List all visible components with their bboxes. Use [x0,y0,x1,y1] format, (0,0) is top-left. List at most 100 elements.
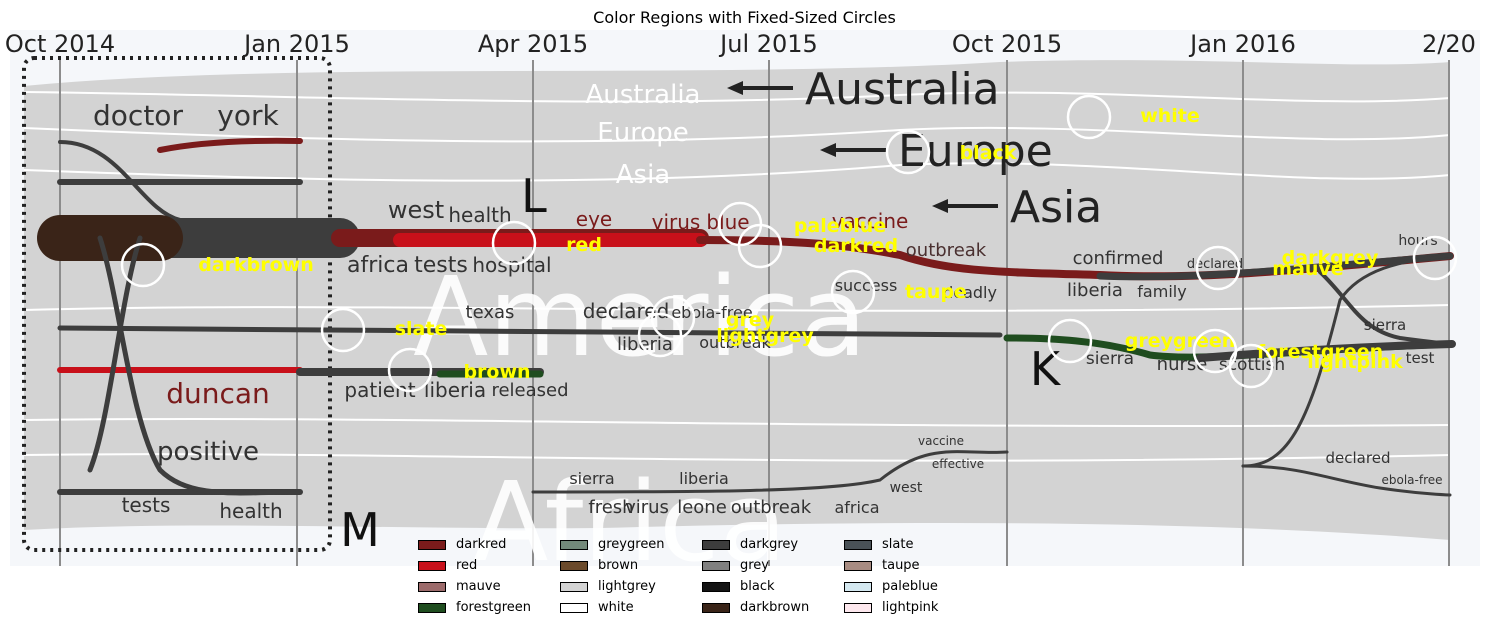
legend-label: mauve [456,579,501,594]
topic-word: tests [122,493,171,517]
topic-word: duncan [166,377,270,410]
topic-word: africa [834,498,879,517]
legend: darkred red mauve forestgreen greygreen brown… [412,536,1112,626]
stream-label: Europe [898,126,1053,177]
panel-letter: M [340,503,380,557]
annotation-label: mauve [1272,258,1343,280]
topic-word: virus [652,210,701,234]
topic-word: tests [414,253,468,278]
legend-swatch [844,603,872,613]
topic-word: outbreak [906,240,987,261]
topic-word: liberia [617,334,673,355]
legend-label: white [598,600,634,615]
stream-arrowhead [932,199,948,213]
annotation-label: forestgreen [1257,341,1383,363]
topic-word: liberia [424,378,486,402]
flow-line [23,304,1451,312]
topic-word: family [1137,282,1186,301]
annotation-label: darkgrey [1282,247,1379,269]
stream-arrowhead [727,81,743,95]
topic-word: health [448,203,511,227]
flow-line [23,91,1451,103]
topic-stream [531,450,1009,494]
topic-stream [1318,270,1452,346]
time-axis-label: Jul 2015 [718,30,818,58]
region-circle [650,295,696,341]
topic-word: vaccine [918,434,964,448]
topic-word: leone [677,497,727,518]
legend-swatch [418,582,446,592]
topic-word: ebola-free [1381,473,1442,487]
annotation-label: darkred [814,235,898,257]
time-axis-label: Jan 2016 [1188,30,1296,58]
time-axis-label: Apr 2015 [478,30,588,58]
topic-word: deadly [943,283,997,302]
legend-label: darkred [456,537,507,552]
annotation-label: black [960,142,1017,164]
flow-line [23,453,1451,462]
legend-swatch [844,561,872,571]
legend-swatch [560,603,588,613]
topic-word: declared [583,299,670,323]
region-label-america: America [413,253,867,381]
annotation-label: grey [726,309,775,331]
legend-label: forestgreen [456,600,532,615]
legend-label: brown [598,558,639,573]
legend-label: darkgrey [740,537,799,552]
annotation-label: red [566,234,602,256]
stream-label-faint: Europe [597,118,688,148]
legend-swatch [702,603,730,613]
topic-word: fresh [588,497,633,518]
topic-word: virus [625,497,669,518]
legend-swatch [844,540,872,550]
topic-word: declared [1326,449,1391,467]
topic-word: success [835,276,898,295]
region-circle [1066,94,1112,140]
topic-word: effective [932,457,984,471]
topic-word: west [890,480,923,496]
legend-swatch [560,561,588,571]
legend-swatch [844,582,872,592]
annotation-label: taupe [905,281,967,303]
topic-stream [1096,252,1454,281]
annotation-label: brown [463,361,530,383]
legend-label: slate [882,537,914,552]
topic-word: outbreak [699,333,771,352]
legend-swatch [418,561,446,571]
topic-word: eye [576,207,612,231]
topic-word: sierra [1364,316,1406,334]
topic-stream [1241,254,1452,468]
stream-label: Australia [805,64,1000,115]
topic-stream [157,137,303,153]
topic-word: positive [157,437,259,467]
topic-word: blue [706,210,749,234]
region-circle [491,220,537,266]
panel-letter: K [1030,342,1062,396]
topic-word: confirmed [1073,248,1164,269]
legend-swatch [702,582,730,592]
topic-word: liberia [679,469,729,488]
time-axis-label: Oct 2014 [5,30,115,58]
flow-line [23,417,1451,428]
topic-word: york [217,99,279,132]
legend-label: greygreen [598,537,665,552]
annotation-label: lightpink [1307,351,1403,373]
legend-swatch [702,540,730,550]
annotation-label: paleblue [794,215,886,237]
panel-letter: L [521,169,547,223]
topic-word: health [219,499,282,523]
topic-word: declared [1187,257,1243,272]
stream-label-faint: Asia [616,160,671,190]
stream-label: Asia [1010,182,1102,233]
time-axis-label: Jan 2015 [242,30,350,58]
legend-label: darkbrown [740,600,810,615]
time-axis-label: 2/20 [1422,30,1476,58]
legend-label: black [740,579,775,594]
topic-word: scottish [1219,355,1285,375]
topic-word: texas [466,302,515,323]
topic-word: liberia [1067,280,1123,301]
legend-swatch [560,582,588,592]
stream-label-faint: Australia [585,80,700,110]
legend-label: grey [740,558,770,573]
